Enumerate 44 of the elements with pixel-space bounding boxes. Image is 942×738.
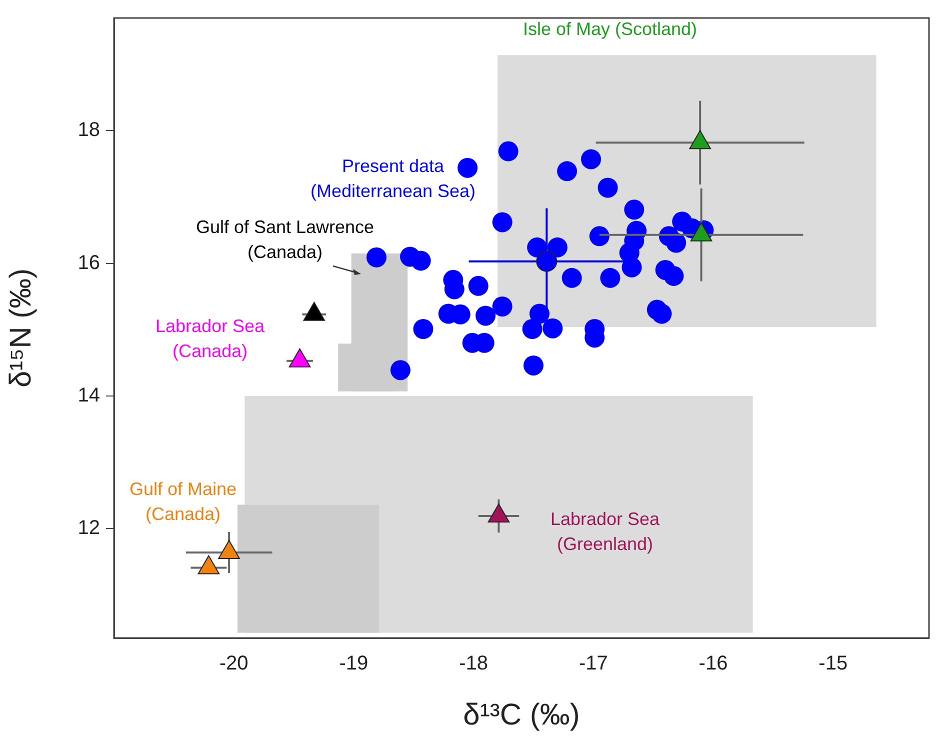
point xyxy=(598,178,618,198)
point xyxy=(413,318,434,339)
series-label: Present data (Mediterranean Sea) xyxy=(310,156,476,201)
point xyxy=(476,306,496,326)
point xyxy=(522,318,542,339)
point xyxy=(624,200,644,220)
x-tick-label: -18 xyxy=(459,652,488,675)
x-tick-label: -15 xyxy=(818,652,848,675)
point xyxy=(664,266,684,286)
point xyxy=(652,304,672,324)
point xyxy=(410,250,431,271)
point xyxy=(600,268,620,288)
y-tick-label: 14 xyxy=(78,384,100,406)
point xyxy=(468,276,488,296)
y-tick-label: 12 xyxy=(78,517,100,540)
point xyxy=(562,268,582,288)
point xyxy=(536,250,558,272)
x-tick-label: -20 xyxy=(219,652,248,675)
point xyxy=(557,161,578,182)
point xyxy=(492,296,512,316)
y-axis-title: δ¹⁵N (‰) xyxy=(4,268,38,388)
x-axis-title: δ¹³C (‰) xyxy=(463,698,580,732)
point xyxy=(622,257,642,278)
point xyxy=(492,212,512,232)
point xyxy=(547,237,568,258)
text: Labrador Sea (Greenland) xyxy=(550,508,661,554)
x-tick-label: -19 xyxy=(339,652,368,675)
point xyxy=(581,149,602,170)
x-tick-label: -16 xyxy=(698,652,728,675)
point xyxy=(498,141,518,162)
point xyxy=(542,318,563,338)
text: Isle of May (Scotland) xyxy=(522,18,698,39)
series-label: Gulf of Maine (Canada) xyxy=(129,478,237,524)
point xyxy=(523,355,544,376)
point xyxy=(589,226,610,246)
series-label: Labrador Sea (Canada) xyxy=(155,316,266,361)
x-tick-label: -17 xyxy=(578,652,608,675)
point xyxy=(666,232,686,253)
y-tick-label: 18 xyxy=(78,119,100,142)
point xyxy=(366,247,386,268)
point xyxy=(390,360,410,380)
y-tick-label: 16 xyxy=(78,252,100,274)
point xyxy=(458,158,478,178)
text: Gulf of Sant Lawrence (Canada) xyxy=(196,216,374,262)
